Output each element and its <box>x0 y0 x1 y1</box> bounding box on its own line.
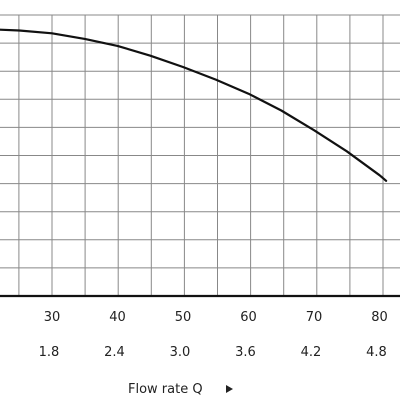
series-layer <box>0 28 388 182</box>
x-tick-label-secondary: 3.0 <box>170 345 191 360</box>
x-tick-label-secondary: 2.4 <box>104 345 125 360</box>
x-tick-label: 60 <box>240 310 257 325</box>
x-tick-labels-secondary: 1.8 2.4 3.0 3.6 4.2 4.8 <box>39 345 387 360</box>
x-tick-labels-primary: 30 40 50 60 70 80 <box>44 310 388 325</box>
x-tick-label: 70 <box>306 310 323 325</box>
x-tick-label: 80 <box>371 310 388 325</box>
x-axis-label: Flow rate Q <box>128 382 203 397</box>
x-tick-label-secondary: 4.8 <box>366 345 387 360</box>
arrow-right-icon <box>226 385 233 393</box>
x-tick-label: 40 <box>109 310 126 325</box>
x-tick-label-secondary: 1.8 <box>39 345 60 360</box>
grid <box>0 14 400 297</box>
x-tick-label-secondary: 3.6 <box>235 345 256 360</box>
x-tick-label-secondary: 4.2 <box>301 345 322 360</box>
x-tick-label: 50 <box>175 310 192 325</box>
x-tick-label: 30 <box>44 310 61 325</box>
series-line <box>0 28 388 182</box>
